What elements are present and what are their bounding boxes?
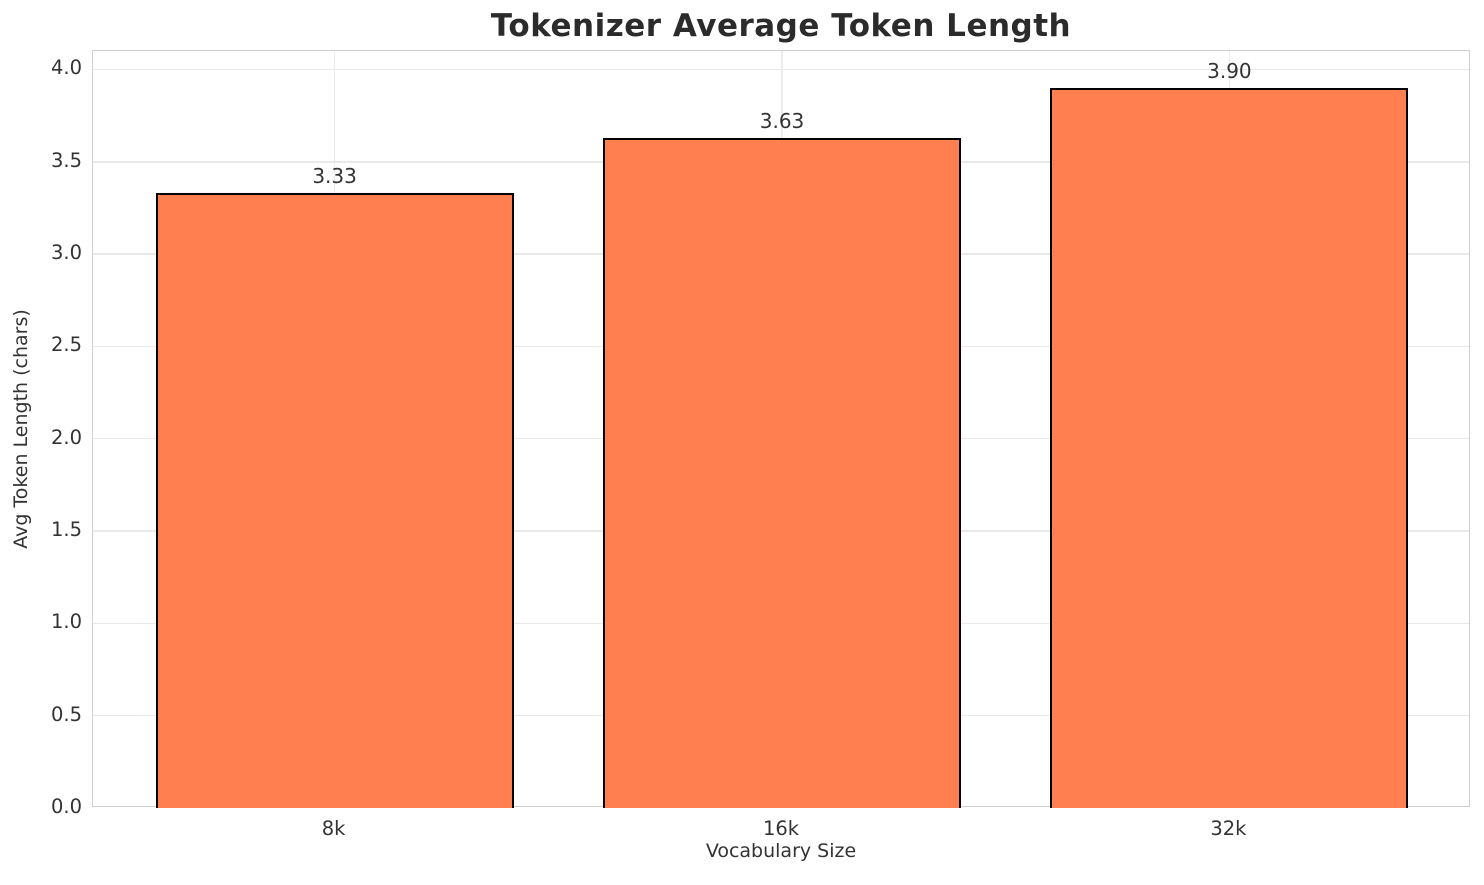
y-axis-label: Avg Token Length (chars) xyxy=(10,309,32,549)
y-tick-label: 4.0 xyxy=(50,56,82,80)
bar-value-label: 3.63 xyxy=(759,108,805,133)
plot-area: 3.33 3.63 3.90 xyxy=(92,50,1470,808)
y-tick-label: 2.5 xyxy=(50,333,82,357)
chart-title: Tokenizer Average Token Length xyxy=(490,8,1072,44)
x-axis-label: Vocabulary Size xyxy=(705,840,857,862)
y-tick-label: 0.0 xyxy=(50,795,82,818)
bar xyxy=(1050,87,1409,808)
bar xyxy=(155,193,514,808)
y-tick-label: 2.0 xyxy=(50,425,82,449)
gridline-h xyxy=(93,68,1469,71)
y-tick-label: 1.5 xyxy=(50,518,82,542)
bar xyxy=(603,137,961,808)
y-tick-label: 3.5 xyxy=(50,148,82,172)
x-tick-label: 32k xyxy=(1210,817,1247,840)
y-tick-label: 0.5 xyxy=(50,702,82,726)
x-tick-label: 8k xyxy=(321,817,346,840)
x-tick-label: 16k xyxy=(762,817,800,840)
y-tick-label: 1.0 xyxy=(50,610,82,634)
bar-value-label: 3.33 xyxy=(312,164,357,189)
y-tick-label: 3.0 xyxy=(50,241,82,265)
bar-value-label: 3.90 xyxy=(1207,58,1252,83)
